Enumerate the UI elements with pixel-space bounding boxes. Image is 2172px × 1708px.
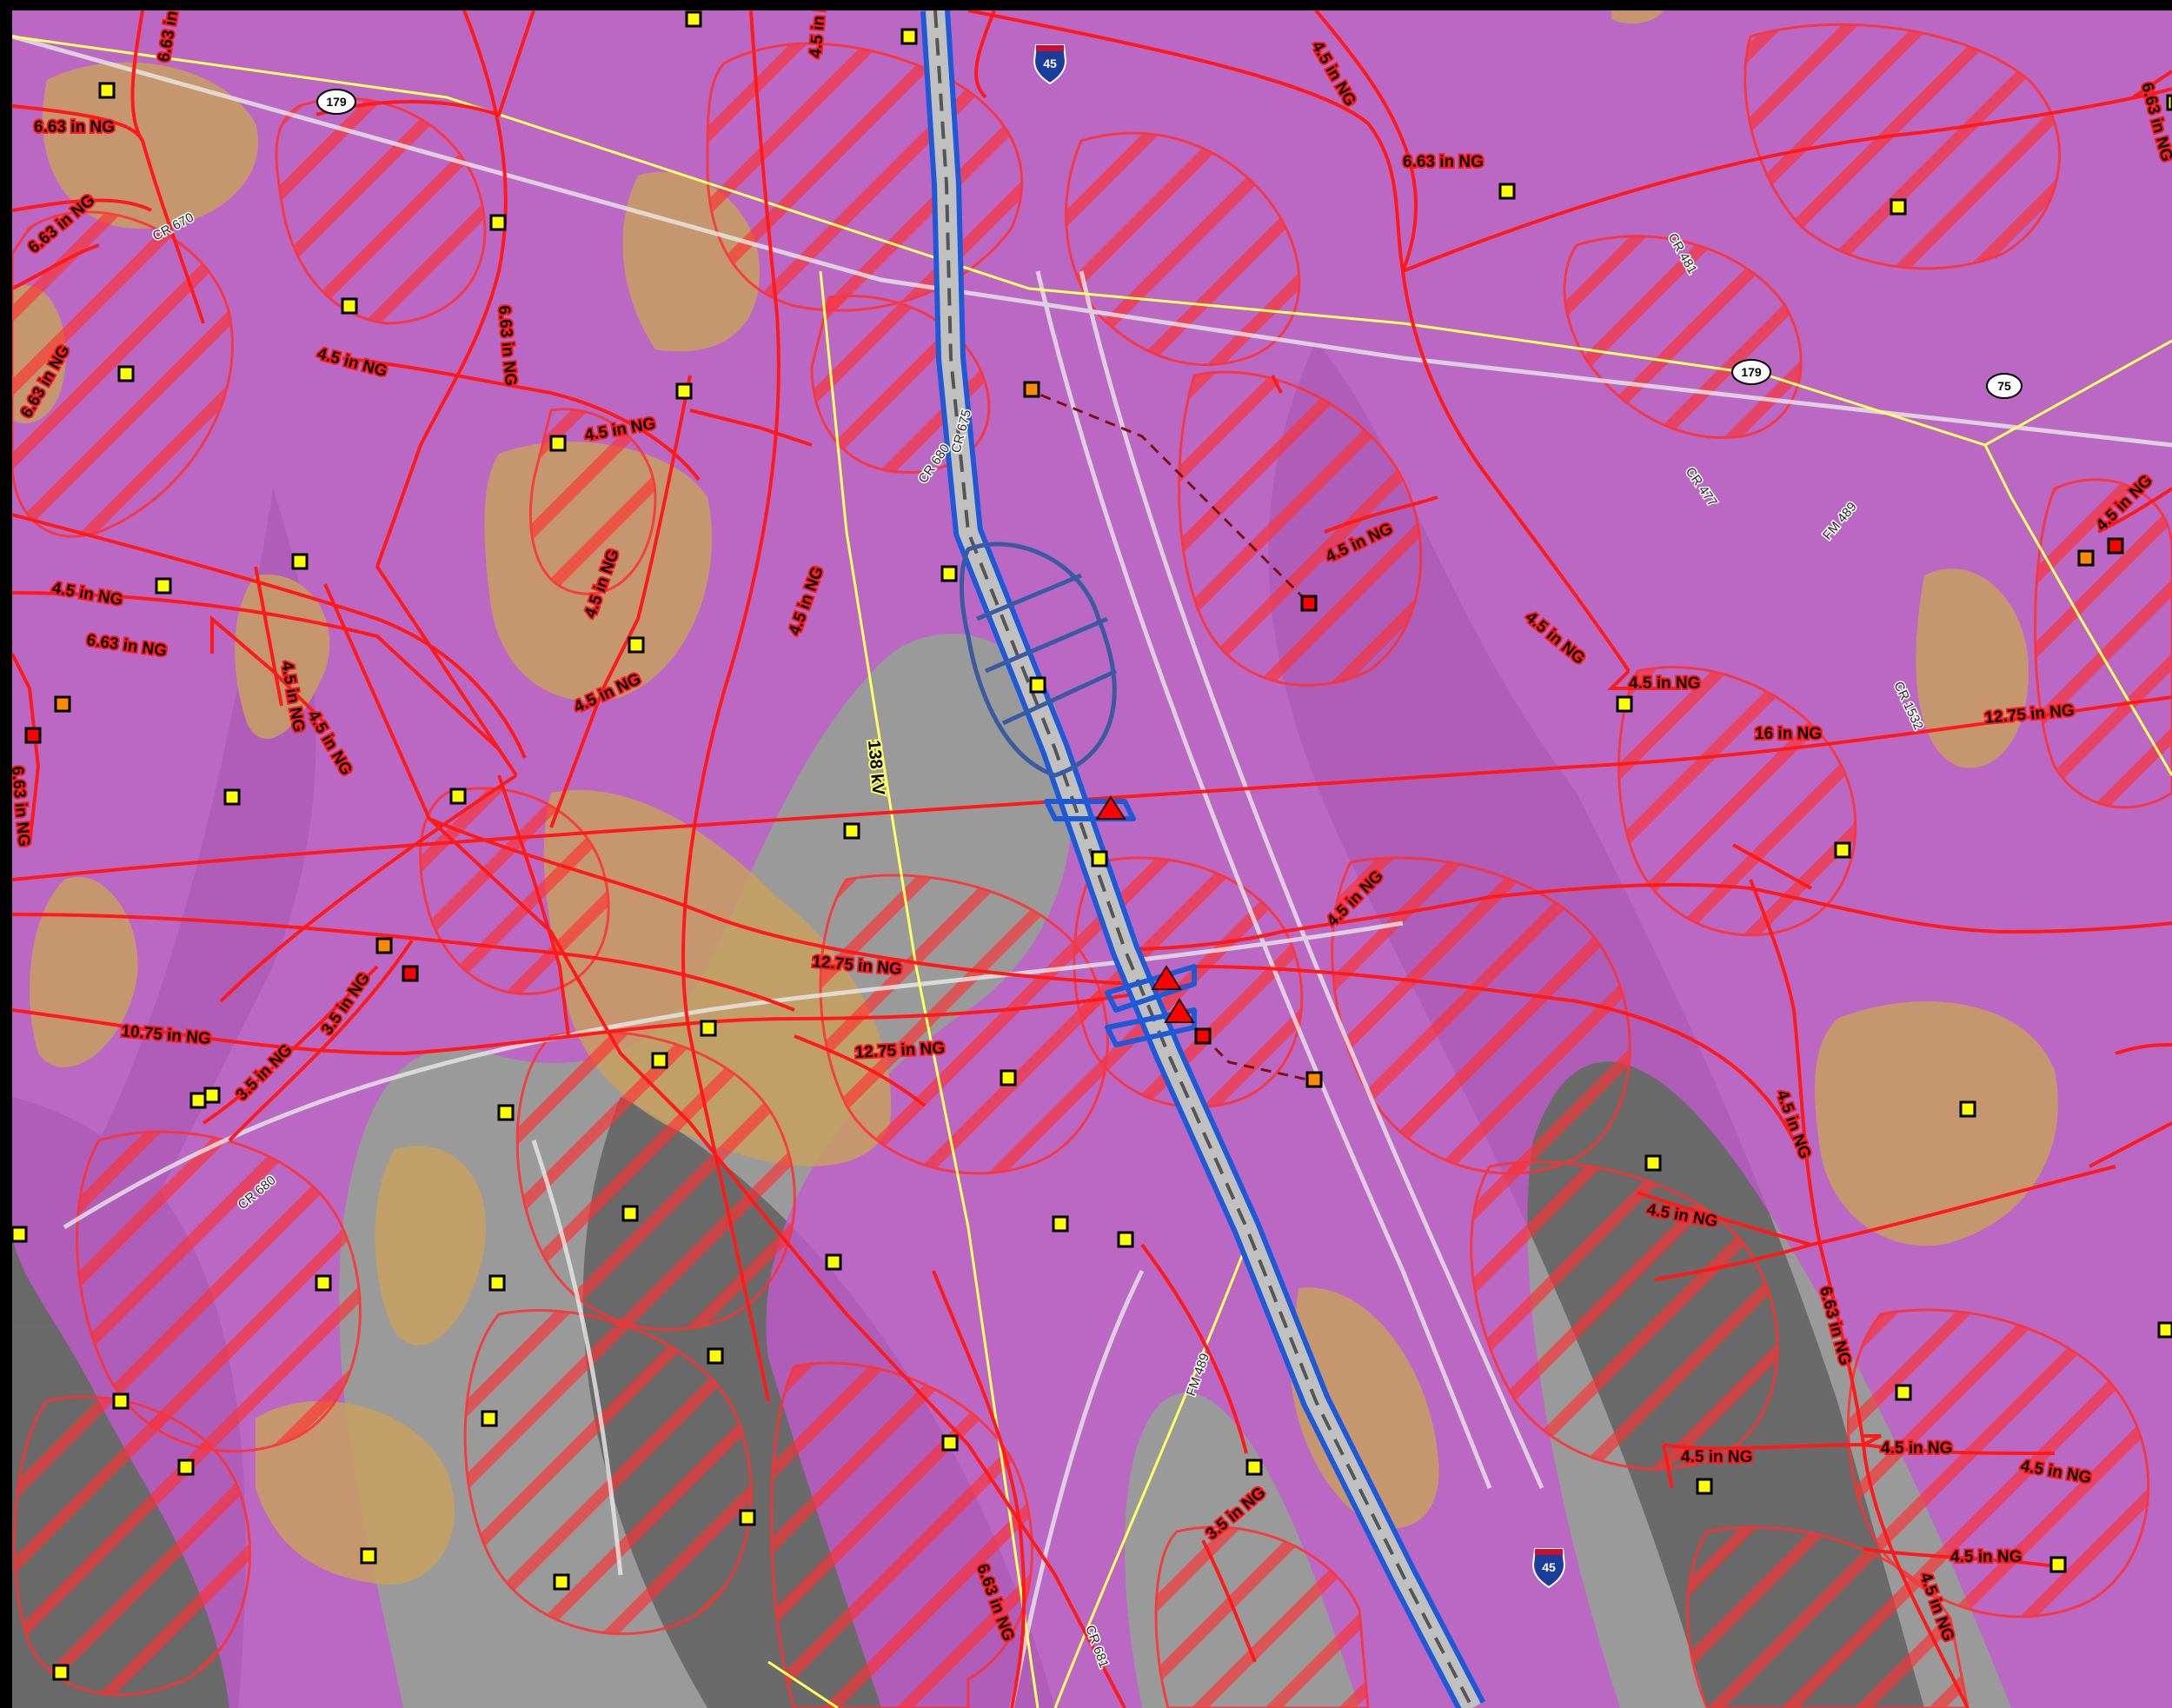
structures-orange [54, 381, 2095, 1088]
structures-yellow [12, 10, 2172, 1681]
interstate-shield-2: 45 [1531, 1548, 1566, 1589]
svg-text:4.5 in NG: 4.5 in NG [1950, 1548, 2022, 1566]
svg-text:4.5 in NG: 4.5 in NG [1681, 1448, 1752, 1466]
dashed-connectors [1024, 387, 1309, 1081]
gas-pipelines [12, 10, 2172, 1708]
state-shield-1: 179 [316, 89, 356, 115]
state-shield-3: 75 [1986, 373, 2023, 399]
svg-text:6.63 in NG: 6.63 in NG [1403, 153, 1484, 171]
map-canvas[interactable]: 45 179 179 75 45 138 kV CR 670 CR 680 CR… [12, 10, 2172, 1708]
svg-text:179: 179 [1741, 365, 1762, 379]
svg-text:75: 75 [1997, 379, 2011, 393]
svg-text:16 in NG: 16 in NG [1755, 725, 1822, 743]
structures-red [24, 537, 2124, 1045]
hatched-buffer-zones [12, 23, 2172, 1708]
powerlines [12, 35, 2172, 1708]
interstate-shield-1: 45 [1033, 44, 1067, 85]
svg-text:179: 179 [326, 95, 347, 109]
highway-corridor [920, 10, 1486, 1708]
svg-text:45: 45 [1043, 56, 1057, 70]
svg-text:6.63 in NG: 6.63 in NG [34, 118, 115, 136]
svg-text:4.5 in NG: 4.5 in NG [1881, 1439, 1952, 1458]
svg-text:4.5 in NG: 4.5 in NG [1629, 675, 1700, 693]
crossing-markers [1095, 795, 1195, 1023]
state-shield-2: 179 [1731, 359, 1771, 385]
roads [12, 34, 2172, 1708]
svg-text:45: 45 [1542, 1560, 1556, 1574]
